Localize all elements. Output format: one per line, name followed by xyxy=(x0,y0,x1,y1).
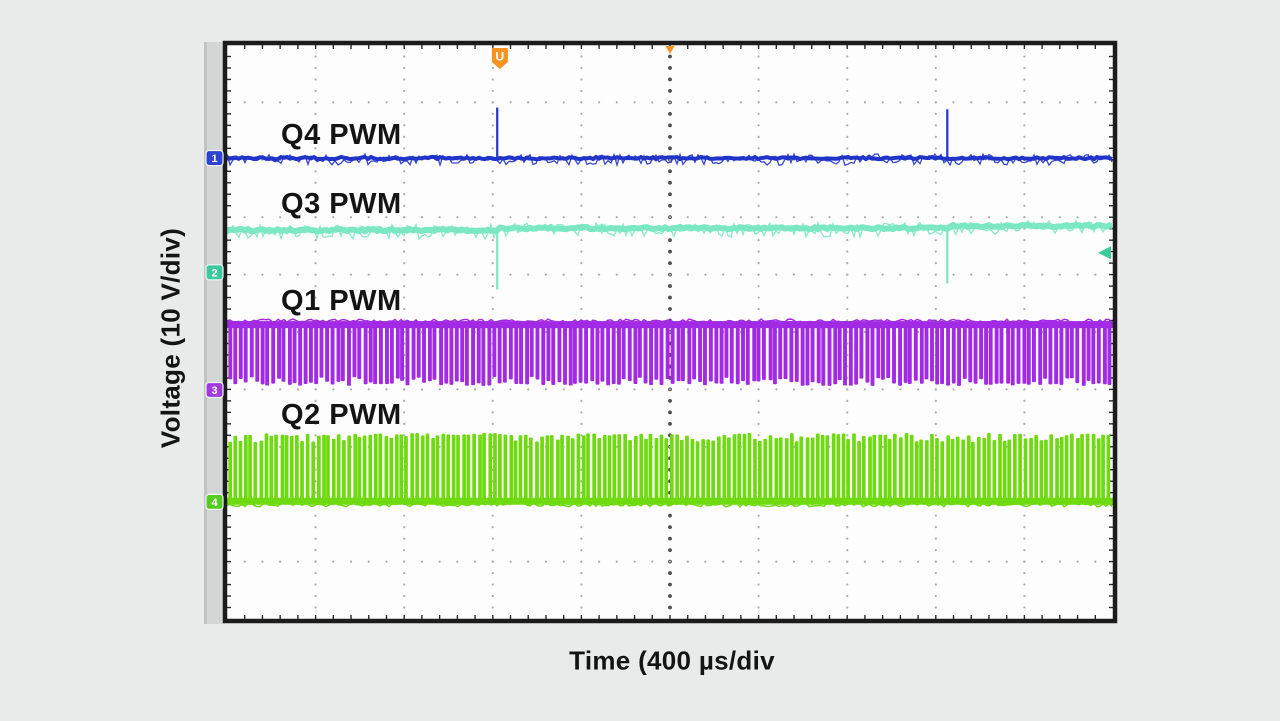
trace-label-q1-pwm: Q1 PWM xyxy=(281,285,402,317)
border-ticks xyxy=(227,45,1113,619)
x-axis-label: Time (400 µs/div xyxy=(569,645,775,676)
svg-text:3: 3 xyxy=(211,385,217,397)
trace-q2-pwm xyxy=(226,433,1113,508)
channel-marker-1: 1 xyxy=(205,149,224,167)
trace-q1-pwm xyxy=(226,318,1113,386)
svg-text:4: 4 xyxy=(211,497,218,509)
trigger-flag-icon xyxy=(491,48,508,69)
trace-label-q4-pwm: Q4 PWM xyxy=(281,119,402,151)
channel-marker-4: 4 xyxy=(205,493,224,511)
trace-q3-pwm xyxy=(226,219,1113,290)
plot-border xyxy=(222,40,1118,624)
trace-label-q3-pwm: Q3 PWM xyxy=(281,188,402,220)
trigger-flag: U xyxy=(491,48,508,69)
channel-marker-2: 2 xyxy=(205,264,224,281)
oscilloscope-canvas: 1 2 3 4 U Q4 PWM Q3 PWM Q1 PWM Q2 PWM xyxy=(204,40,1118,624)
svg-text:2: 2 xyxy=(211,267,217,279)
trace-label-q2-pwm: Q2 PWM xyxy=(281,399,402,431)
svg-text:U: U xyxy=(496,50,505,64)
reference-arrow-icon xyxy=(1098,246,1111,260)
svg-text:1: 1 xyxy=(211,153,217,165)
left-rail xyxy=(204,42,224,624)
channel-marker-3: 3 xyxy=(205,381,224,399)
center-trigger-tick-icon xyxy=(665,46,675,54)
trace-q4-pwm xyxy=(226,107,1113,168)
y-axis-label: Voltage (10 V/div) xyxy=(155,227,186,449)
